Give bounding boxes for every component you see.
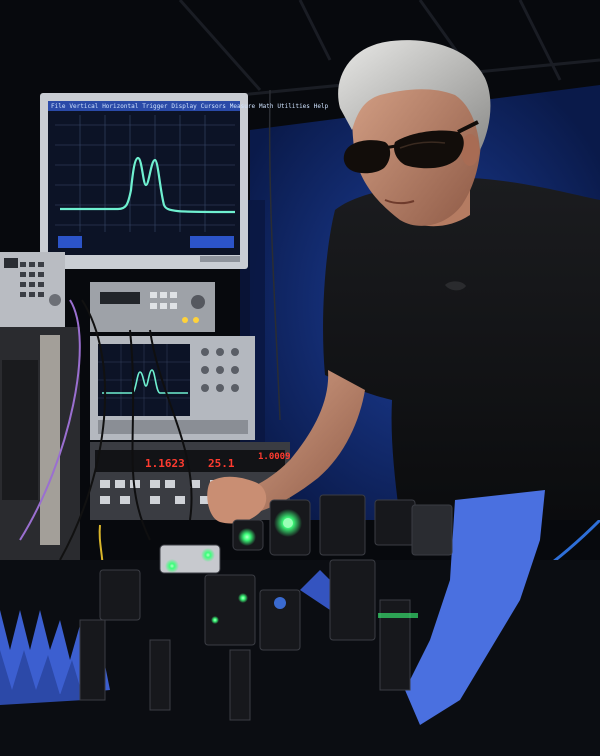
scope-channel-badge bbox=[58, 236, 82, 248]
scope-status-badge bbox=[190, 236, 234, 248]
readout-left: 1.1623 bbox=[145, 457, 185, 470]
monitor-menu-item: Display bbox=[171, 103, 197, 110]
optical-mounts bbox=[79, 494, 453, 721]
readout-middle: 25.1 bbox=[208, 457, 235, 470]
small-scope-trace bbox=[102, 369, 188, 394]
signal-generator bbox=[0, 252, 65, 327]
cables bbox=[19, 89, 600, 612]
monitor-small bbox=[90, 336, 255, 440]
monitor-menu-item: Vertical bbox=[69, 103, 98, 110]
monitor-menu-item: File bbox=[51, 103, 66, 110]
function-generator bbox=[90, 282, 215, 332]
monitor-menu-item: Help bbox=[314, 103, 329, 110]
scope-trace-double-peak bbox=[60, 156, 236, 214]
monitor-menu-item: Measure bbox=[230, 103, 256, 110]
monitor-menu-item: Cursors bbox=[201, 103, 227, 110]
safety-goggles bbox=[343, 120, 479, 174]
monitor-menu-item: Trigger bbox=[142, 103, 168, 110]
monitor-top-menu: File Vertical Horizontal Trigger Display Curs… bbox=[51, 103, 329, 110]
black-tshirt bbox=[323, 178, 600, 520]
forearm bbox=[235, 370, 365, 515]
monitor-top: File Vertical Horizontal Trigger Display Curs… bbox=[40, 93, 329, 269]
scientist bbox=[207, 40, 600, 524]
hand bbox=[207, 476, 267, 524]
ceiling-structure bbox=[178, 0, 600, 97]
readout-right: 1.0009 bbox=[258, 452, 291, 462]
gray-hair bbox=[338, 40, 491, 151]
monitor-menu-item: Horizontal bbox=[102, 103, 139, 110]
monitor-menu-item: Math bbox=[259, 103, 274, 110]
monitor-menu-item: Utilities bbox=[277, 103, 310, 110]
laser-glints bbox=[165, 509, 418, 624]
